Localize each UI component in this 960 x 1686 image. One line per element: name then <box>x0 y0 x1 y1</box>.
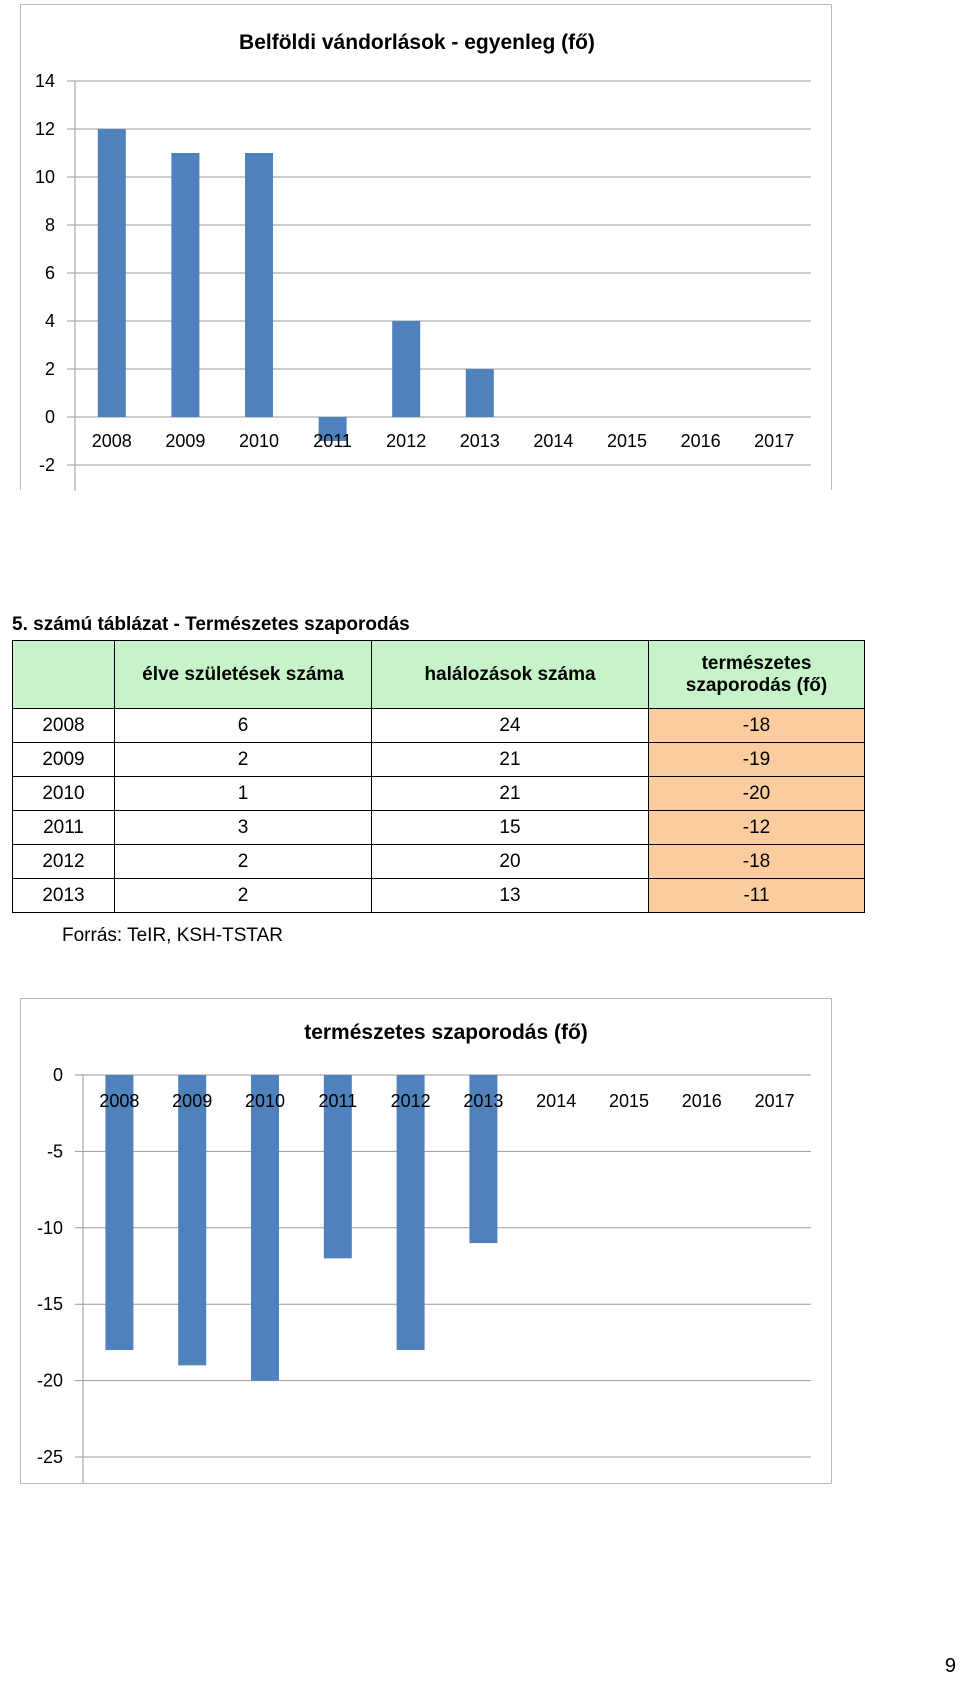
header-natural-increase-label: természetes szaporodás (fő) <box>685 652 828 696</box>
y-tick-label: 0 <box>53 1065 63 1085</box>
x-tick-label: 2017 <box>755 1091 795 1111</box>
x-tick-label: 2015 <box>609 1091 649 1111</box>
x-tick-label: 2009 <box>172 1091 212 1111</box>
y-tick-label: 12 <box>35 119 55 139</box>
y-tick-label: -10 <box>37 1218 63 1238</box>
y-tick-label: -20 <box>37 1371 63 1391</box>
cell-deaths: 20 <box>371 844 649 879</box>
natural-increase-chart: természetes szaporodás (fő) 0 -5 -10 -15 -20 -… <box>20 998 832 1487</box>
table-row: 2012 2 20 -18 <box>12 844 865 879</box>
x-tick-label: 2012 <box>391 1091 431 1111</box>
chart-title: Belföldi vándorlások - egyenleg (fő) <box>239 31 595 54</box>
x-tick-label: 2009 <box>165 431 205 451</box>
x-tick-label: 2008 <box>99 1091 139 1111</box>
bar <box>171 153 200 417</box>
bar <box>392 321 421 417</box>
bar <box>323 1075 352 1259</box>
bar <box>245 153 273 417</box>
x-tick-label: 2013 <box>463 1091 503 1111</box>
cell-year: 2011 <box>12 810 115 845</box>
cell-births: 1 <box>114 776 372 811</box>
x-tick-label: 2015 <box>607 431 647 451</box>
cell-births: 6 <box>114 708 372 743</box>
table-row: 2008 6 24 -18 <box>12 708 865 743</box>
cell-births: 2 <box>114 844 372 879</box>
table-title: 5. számú táblázat - Természetes szaporod… <box>12 614 410 635</box>
x-tick-label: 2012 <box>386 431 426 451</box>
cell-natural-increase: -20 <box>648 776 865 811</box>
cell-natural-increase: -19 <box>648 742 865 777</box>
x-tick-label: 2014 <box>533 431 573 451</box>
cell-year: 2012 <box>12 844 115 879</box>
cell-year: 2009 <box>12 742 115 777</box>
cell-births: 2 <box>114 742 372 777</box>
header-deaths: halálozások száma <box>371 640 649 709</box>
bar <box>178 1075 207 1366</box>
x-tick-label: 2016 <box>682 1091 722 1111</box>
chart-title: természetes szaporodás (fő) <box>304 1021 588 1044</box>
bar <box>469 1075 498 1244</box>
page-number: 9 <box>944 1655 956 1677</box>
y-tick-label: 10 <box>35 167 55 187</box>
y-tick-label: 6 <box>45 263 55 283</box>
cell-deaths: 21 <box>371 742 649 777</box>
table-row: 2011 3 15 -12 <box>12 810 865 845</box>
bar <box>105 1075 134 1351</box>
x-tick-label: 2016 <box>681 431 721 451</box>
cell-natural-increase: -18 <box>648 844 865 879</box>
x-tick-label: 2011 <box>318 1091 357 1111</box>
y-tick-label: -5 <box>47 1141 63 1161</box>
bar <box>465 369 494 417</box>
cell-natural-increase: -18 <box>648 708 865 743</box>
y-tick-label: 2 <box>45 359 55 379</box>
cell-deaths: 21 <box>371 776 649 811</box>
cell-natural-increase: -12 <box>648 810 865 845</box>
x-tick-label: 2008 <box>92 431 132 451</box>
cell-year: 2008 <box>12 708 115 743</box>
bar <box>396 1075 425 1351</box>
x-tick-label: 2011 <box>313 431 352 451</box>
x-tick-label: 2010 <box>239 431 279 451</box>
y-tick-label: -15 <box>37 1294 63 1314</box>
cell-deaths: 24 <box>371 708 649 743</box>
x-tick-label: 2010 <box>245 1091 285 1111</box>
y-tick-label: 14 <box>35 71 55 91</box>
cell-births: 2 <box>114 878 372 913</box>
y-tick-label: 8 <box>45 215 55 235</box>
header-births: élve születések száma <box>114 640 372 709</box>
header-natural-increase: természetes szaporodás (fő) <box>648 640 865 709</box>
y-tick-label: 0 <box>45 407 55 427</box>
cell-deaths: 13 <box>371 878 649 913</box>
cell-deaths: 15 <box>371 810 649 845</box>
source-note: Forrás: TeIR, KSH-TSTAR <box>62 925 283 946</box>
cell-natural-increase: -11 <box>648 878 865 913</box>
migration-balance-chart: Belföldi vándorlások - egyenleg (fő) 14 12… <box>20 4 832 495</box>
y-tick-label: -2 <box>39 455 55 475</box>
migration-balance-chart-svg: Belföldi vándorlások - egyenleg (fő) 14 12… <box>35 31 811 495</box>
bar <box>97 129 126 417</box>
bar <box>251 1075 279 1381</box>
table-row: 2009 2 21 -19 <box>12 742 865 777</box>
cell-year: 2013 <box>12 878 115 913</box>
cell-births: 3 <box>114 810 372 845</box>
x-tick-label: 2017 <box>754 431 794 451</box>
cell-year: 2010 <box>12 776 115 811</box>
y-tick-label: -25 <box>37 1447 63 1467</box>
x-tick-label: 2014 <box>536 1091 576 1111</box>
natural-increase-chart-svg: természetes szaporodás (fő) 0 -5 -10 -15 -20 -… <box>37 1021 811 1487</box>
y-tick-label: 4 <box>45 311 55 331</box>
natural-increase-table: élve születések száma halálozások száma … <box>12 640 865 913</box>
table-row: 2013 2 13 -11 <box>12 878 865 913</box>
x-tick-label: 2013 <box>460 431 500 451</box>
bar <box>318 417 347 441</box>
table-row: 2010 1 21 -20 <box>12 776 865 811</box>
header-year <box>12 640 115 709</box>
table-header-row: élve születések száma halálozások száma … <box>12 640 865 709</box>
